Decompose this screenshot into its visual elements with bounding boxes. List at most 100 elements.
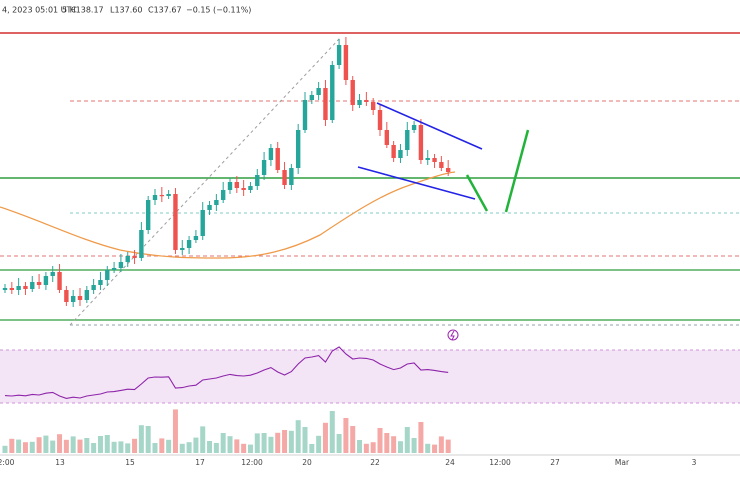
- x-tick-label: 13: [55, 458, 65, 467]
- candle-body: [302, 100, 308, 130]
- candle-body: [405, 130, 410, 150]
- volume-bar: [268, 436, 274, 453]
- rsi-line: [4, 346, 449, 399]
- candle-body: [77, 296, 83, 300]
- candle-body: [275, 148, 280, 170]
- volume-bar: [336, 434, 342, 453]
- volume-bar: [63, 439, 69, 453]
- candle-body: [98, 280, 103, 285]
- volume-bar: [302, 427, 308, 453]
- candle-body: [220, 190, 226, 200]
- candle-body: [200, 210, 205, 236]
- volume-bar: [207, 441, 213, 453]
- candle-body: [398, 150, 403, 158]
- volume-bar: [275, 432, 281, 453]
- header: 4, 2023 05:01 UTC 5 H138.17 L137.60 C137.6…: [2, 6, 251, 15]
- ohlc-value: 5 H138.17: [62, 6, 104, 15]
- candle-body: [145, 200, 151, 230]
- volume-bar: [125, 443, 131, 453]
- candle-body: [295, 130, 301, 168]
- volume-bar: [227, 436, 233, 453]
- x-tick-label: Mar: [615, 458, 630, 467]
- candle-body: [70, 296, 76, 302]
- candle-body: [207, 205, 212, 210]
- candle-body: [186, 240, 192, 248]
- candle-body: [152, 195, 158, 200]
- volume-bar: [29, 441, 35, 453]
- x-tick-label: 2:00: [0, 458, 15, 467]
- volume-bar: [97, 436, 103, 453]
- candle-body: [445, 168, 451, 172]
- candle-body: [336, 45, 342, 65]
- candle-body: [364, 100, 369, 102]
- candle-body: [91, 285, 96, 290]
- volume-bar: [241, 443, 247, 453]
- candle-body: [132, 256, 137, 258]
- x-tick-label: 24: [445, 458, 455, 467]
- volume-bar: [36, 437, 42, 453]
- volume-bar: [329, 411, 335, 453]
- volume-bar: [57, 434, 63, 453]
- candle-body: [214, 200, 219, 205]
- x-tick-label: 15: [125, 458, 135, 467]
- volume-bar: [166, 439, 172, 453]
- moving-average: [0, 171, 456, 259]
- candle-body: [439, 162, 444, 168]
- volume-bar: [377, 428, 383, 453]
- volume-bar: [363, 443, 369, 453]
- volume-bar: [343, 418, 349, 453]
- candle-body: [173, 194, 178, 250]
- x-tick-label: 3: [692, 458, 697, 467]
- volume-bar: [404, 427, 410, 453]
- volume-bar: [70, 436, 76, 453]
- volume-bar: [391, 436, 397, 453]
- ohlc-value: L137.60: [110, 6, 142, 15]
- candle-body: [227, 182, 233, 190]
- volume-bar: [370, 442, 376, 453]
- volume-bar: [247, 444, 253, 453]
- candle-body: [377, 110, 383, 130]
- candle-body: [425, 158, 430, 160]
- volume-bar: [111, 441, 117, 453]
- candle-body: [330, 65, 335, 120]
- volume-bar: [309, 444, 315, 453]
- volume-bar: [43, 435, 49, 453]
- projection-arrow: [465, 174, 489, 212]
- volume-bar: [316, 435, 322, 453]
- ohlc-value: C137.67: [148, 6, 182, 15]
- candle-body: [9, 288, 15, 290]
- volume-bar: [213, 443, 219, 453]
- candle-body: [241, 188, 246, 190]
- volume-bar: [145, 426, 151, 453]
- volume-bar: [118, 441, 124, 453]
- x-tick-label: 22: [370, 458, 380, 467]
- volume-bar: [350, 426, 356, 453]
- candle-body: [111, 268, 117, 270]
- volume-bar: [132, 438, 138, 453]
- volume-bar: [138, 425, 144, 453]
- candle-body: [323, 88, 328, 120]
- candle-body: [105, 270, 110, 280]
- candle-body: [268, 148, 274, 160]
- candle-body: [193, 236, 199, 240]
- ohlc-value: −0.15 (−0.11%): [186, 6, 251, 15]
- volume-bar: [77, 439, 83, 453]
- candle-body: [411, 125, 417, 130]
- channel-lower: [357, 166, 476, 200]
- x-tick-label: 12:00: [241, 458, 263, 467]
- volume-bar: [200, 426, 206, 453]
- candle-body: [432, 158, 437, 162]
- volume-bar: [152, 443, 158, 453]
- candle-body: [343, 45, 349, 80]
- volume-bar: [357, 440, 363, 453]
- candle-body: [384, 130, 390, 145]
- volume-bar: [295, 420, 301, 453]
- x-tick-label: 12:00: [489, 458, 511, 467]
- header-date: 4, 2023 05:01 UTC: [2, 6, 77, 15]
- candle-body: [370, 102, 376, 110]
- candle-body: [43, 276, 49, 285]
- x-tick-label: 20: [302, 458, 312, 467]
- volume-bar: [397, 441, 403, 453]
